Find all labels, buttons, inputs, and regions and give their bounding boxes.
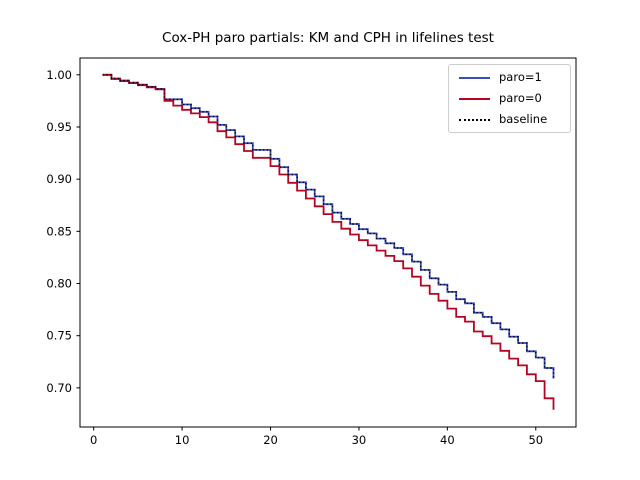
x-tick-label: 30 <box>352 433 367 447</box>
paro1-line-sample-icon <box>459 76 490 79</box>
x-tick-label: 20 <box>263 433 278 447</box>
x-tick-label: 0 <box>90 433 97 447</box>
y-tick-label: 0.70 <box>46 381 72 395</box>
baseline-line-sample-icon <box>459 118 490 121</box>
legend-row-paro0: paro=0 <box>449 88 570 109</box>
chart-title: Cox-PH paro partials: KM and CPH in life… <box>162 30 494 46</box>
y-tick-label: 0.75 <box>46 329 72 343</box>
curve-baseline <box>102 74 555 379</box>
x-tick-label: 50 <box>528 433 543 447</box>
x-tick-label: 10 <box>175 433 190 447</box>
y-tick-label: 1.00 <box>46 68 72 82</box>
y-tick-label: 0.95 <box>46 120 72 134</box>
legend-row-baseline: baseline <box>449 109 570 130</box>
legend-label-baseline: baseline <box>499 111 548 126</box>
legend-row-paro1: paro=1 <box>449 67 570 88</box>
legend-label-paro0: paro=0 <box>499 90 542 105</box>
x-tick-label: 40 <box>440 433 455 447</box>
y-tick-label: 0.85 <box>46 224 72 238</box>
legend-label-paro1: paro=1 <box>499 69 542 84</box>
curve-paro-0 <box>102 73 555 410</box>
paro0-line-sample-icon <box>459 97 490 100</box>
y-tick-label: 0.80 <box>46 277 72 291</box>
axes-frame <box>79 57 577 428</box>
y-tick-label: 0.90 <box>46 172 72 186</box>
legend: paro=1 paro=0 baseline <box>448 64 571 133</box>
